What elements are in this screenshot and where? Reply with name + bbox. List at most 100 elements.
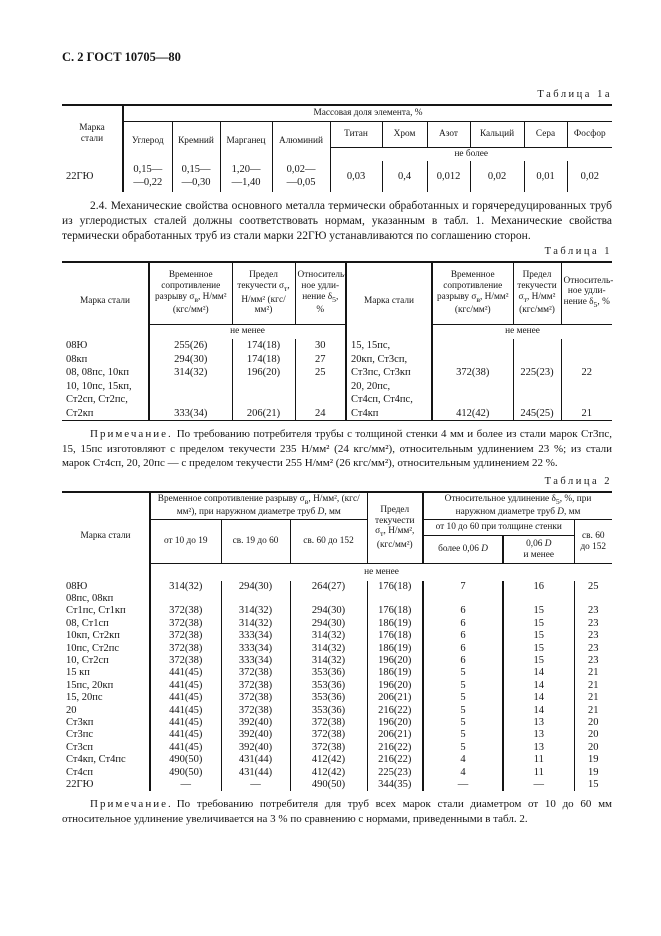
value-cell: 216(22) bbox=[366, 754, 424, 767]
value-cell: 30 bbox=[294, 339, 346, 353]
value-cell: 372(38) bbox=[431, 366, 513, 380]
header-d-60-152: св. 60 до 152 bbox=[289, 519, 368, 564]
value-cell: 5 bbox=[422, 716, 504, 730]
table-row: 10пс, Ст2пс 372(38) 333(34) 314(32) 186(… bbox=[62, 642, 613, 655]
value-cell: 15 bbox=[502, 605, 575, 618]
value-cell: 255(26) bbox=[148, 339, 232, 353]
value-cell: 372(38) bbox=[149, 654, 221, 668]
value-cell: — bbox=[422, 779, 504, 792]
value-cell: 206(21) bbox=[366, 692, 424, 705]
value-cell: 13 bbox=[502, 729, 575, 742]
value-cell: 186(19) bbox=[366, 642, 424, 655]
value-cell: 314(32) bbox=[149, 580, 221, 593]
value-cell bbox=[560, 379, 612, 393]
table-row: 22ГЮ — — 490(50) 344(35) — — 15 bbox=[62, 779, 613, 792]
value-cell: 441(45) bbox=[149, 667, 221, 680]
value-cell: 264(27) bbox=[289, 580, 368, 593]
value-cell: 176(18) bbox=[366, 580, 424, 593]
header-khrom: Хром bbox=[381, 120, 427, 147]
value-cell: 216(22) bbox=[366, 741, 424, 755]
value-cell: 186(19) bbox=[366, 617, 424, 631]
table1-caption: Таблица 1 bbox=[544, 246, 612, 257]
marka-cell: 10пс, Ст2пс bbox=[66, 642, 120, 654]
table-row: Ст1пс, Ст1кп 372(38) 314(32) 294(30) 176… bbox=[62, 605, 613, 618]
table-row: 08, Ст1сп 372(38) 314(32) 294(30) 186(19… bbox=[62, 617, 613, 631]
value-cell: 176(18) bbox=[366, 630, 424, 643]
value-cell: 6 bbox=[422, 605, 504, 618]
table-row: 15, 20пс 441(45) 372(38) 353(36) 206(21)… bbox=[62, 692, 613, 705]
table1-body: 08Ю 255(26) 174(18) 30 15, 15пс, 08кп 29… bbox=[62, 339, 612, 421]
value-cell: 6 bbox=[422, 617, 504, 631]
header-mass-share: Массовая доля элемента, % bbox=[122, 104, 612, 121]
value-cell: 314(32) bbox=[289, 642, 368, 655]
marka-cell: 10кп, Ст2кп bbox=[66, 630, 120, 642]
table-row: 10, Ст2сп 372(38) 333(34) 314(32) 196(20… bbox=[62, 654, 613, 668]
value-cell: 15 bbox=[502, 654, 575, 668]
value-cell: 5 bbox=[422, 667, 504, 680]
value-cell: 196(20) bbox=[366, 716, 424, 730]
value-cell: 431(44) bbox=[220, 766, 290, 779]
value-cell: 314(32) bbox=[220, 605, 290, 618]
marka-cell: 08Ю bbox=[66, 340, 88, 351]
value-cell: 372(38) bbox=[220, 704, 290, 717]
value-cell: 0,02 bbox=[469, 161, 524, 192]
marka-cell: Ст3пс bbox=[66, 729, 93, 741]
value-cell: 372(38) bbox=[289, 741, 368, 755]
marka-cell: 15, 20пс bbox=[66, 692, 103, 704]
value-cell: 196(20) bbox=[366, 654, 424, 668]
value-cell: 412(42) bbox=[289, 754, 368, 767]
marka-cell: Ст3сп bbox=[66, 741, 93, 753]
value-cell: 6 bbox=[422, 654, 504, 668]
value-cell: 15 bbox=[502, 642, 575, 655]
value-cell: 174(18) bbox=[231, 339, 295, 353]
table1a-caption: Таблица 1а bbox=[537, 89, 612, 100]
value-cell: 392(40) bbox=[220, 741, 290, 755]
value-cell: 0,02— —0,05 bbox=[271, 161, 330, 192]
table-row: Ст2кп 333(34) 206(21) 24 Ст4кп 412(42) 2… bbox=[62, 406, 612, 421]
value-cell bbox=[149, 592, 221, 606]
value-cell: 20 bbox=[573, 729, 613, 742]
value-cell: 372(38) bbox=[220, 692, 290, 705]
header-fosfor: Фосфор bbox=[566, 120, 612, 147]
value-cell bbox=[512, 339, 561, 353]
table-row: Ст4сп 490(50) 431(44) 412(42) 225(23) 4 … bbox=[62, 766, 613, 779]
marka-cell: 10, 10пс, 15кп, bbox=[66, 380, 132, 392]
marka-cell: 08, Ст1сп bbox=[66, 617, 109, 629]
value-cell: 196(20) bbox=[231, 366, 295, 380]
value-cell: 0,02 bbox=[566, 161, 612, 192]
value-cell: 0,4 bbox=[381, 161, 427, 192]
value-cell: 23 bbox=[573, 654, 613, 668]
value-cell: 15 bbox=[502, 630, 575, 643]
table-row: 15пс, 20кп 441(45) 372(38) 353(36) 196(2… bbox=[62, 679, 613, 693]
value-cell: 431(44) bbox=[220, 754, 290, 767]
value-cell: 22 bbox=[560, 366, 612, 380]
value-cell bbox=[231, 393, 295, 407]
value-cell bbox=[573, 592, 613, 606]
value-cell: 20 bbox=[573, 716, 613, 730]
header-elongation-group: Относительное удлинение δ5, %, при наруж… bbox=[422, 490, 613, 520]
marka-cell: Ст3пс, Ст3кп bbox=[345, 366, 432, 380]
header-marka: Марка стали bbox=[62, 490, 150, 581]
value-cell: 372(38) bbox=[220, 667, 290, 680]
header-elongation-right: Относитель-ное удли-нение δ5, % bbox=[560, 261, 613, 324]
value-cell: 14 bbox=[502, 679, 575, 693]
header-yield: Предел текучести σт, Н/мм², (кгс/мм²) bbox=[366, 490, 424, 564]
header-yield-right: Предел текучести σт, Н/мм² (кгс/мм²) bbox=[512, 261, 561, 324]
value-cell: 23 bbox=[573, 605, 613, 618]
value-cell: 7 bbox=[422, 580, 504, 593]
value-cell: — bbox=[220, 779, 290, 792]
marka-cell: 20кп, Ст3сп, bbox=[345, 352, 432, 366]
page-header: С. 2 ГОСТ 10705—80 bbox=[62, 50, 181, 64]
marka-cell: Ст3кп bbox=[66, 716, 94, 728]
value-cell: 196(20) bbox=[366, 679, 424, 693]
value-cell: 333(34) bbox=[220, 630, 290, 643]
table2-caption: Таблица 2 bbox=[544, 475, 612, 487]
header-ne-menee-right: не менее bbox=[431, 323, 612, 339]
value-cell: 20 bbox=[573, 741, 613, 755]
note-lead: Примечание. bbox=[90, 428, 173, 440]
paragraph-2-4: 2.4. Механические свойства основного мет… bbox=[62, 200, 612, 242]
value-cell: 392(40) bbox=[220, 716, 290, 730]
table-row: Ст3кп 441(45) 392(40) 372(38) 196(20) 5 … bbox=[62, 716, 613, 730]
value-cell: 490(50) bbox=[289, 779, 368, 792]
